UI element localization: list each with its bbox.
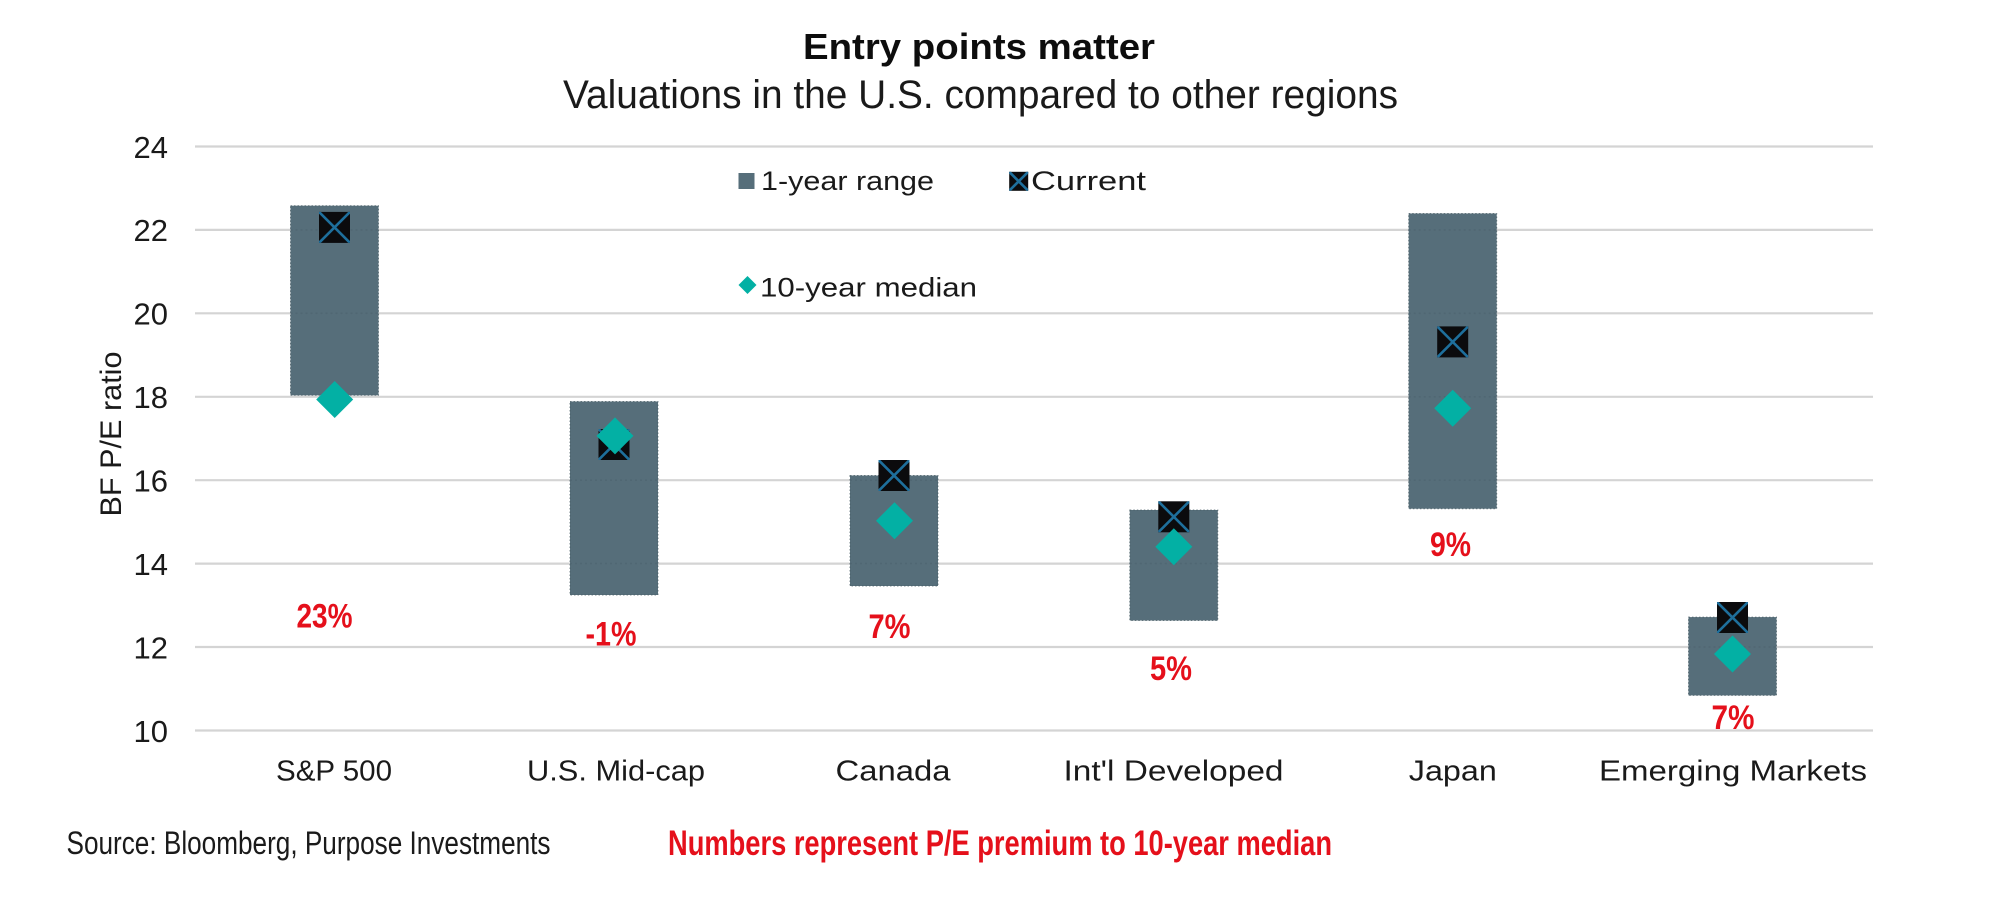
svg-text:BF P/E ratio: BF P/E ratio — [95, 352, 128, 517]
svg-text:S&P 500: S&P 500 — [276, 756, 392, 788]
svg-text:Emerging Markets: Emerging Markets — [1599, 756, 1867, 788]
svg-text:22: 22 — [134, 213, 168, 248]
svg-text:9%: 9% — [1430, 526, 1471, 564]
svg-text:Valuations in the U.S. compare: Valuations in the U.S. compared to other… — [563, 73, 1398, 117]
svg-text:Source: Bloomberg, Purpose Inv: Source: Bloomberg, Purpose Investments — [67, 825, 551, 861]
svg-text:23%: 23% — [297, 598, 353, 636]
svg-text:20: 20 — [134, 297, 168, 332]
svg-text:16: 16 — [134, 464, 168, 499]
svg-text:1-year range: 1-year range — [761, 166, 934, 196]
svg-text:24: 24 — [134, 130, 168, 165]
svg-text:Current: Current — [1031, 166, 1147, 196]
svg-text:-1%: -1% — [586, 616, 637, 654]
svg-text:Canada: Canada — [836, 756, 952, 788]
svg-text:5%: 5% — [1150, 650, 1192, 688]
svg-text:Numbers represent P/E premium: Numbers represent P/E premium to 10-year… — [668, 824, 1332, 863]
svg-text:10: 10 — [134, 714, 168, 749]
svg-text:Japan: Japan — [1409, 756, 1497, 788]
svg-text:18: 18 — [134, 380, 168, 415]
svg-text:7%: 7% — [1712, 699, 1755, 737]
svg-text:Int'l Developed: Int'l Developed — [1064, 756, 1284, 788]
svg-text:U.S. Mid-cap: U.S. Mid-cap — [527, 756, 705, 788]
svg-text:7%: 7% — [869, 608, 911, 646]
svg-text:12: 12 — [134, 630, 168, 665]
svg-text:10-year median: 10-year median — [760, 272, 977, 302]
svg-text:14: 14 — [134, 547, 168, 582]
svg-text:Entry points matter: Entry points matter — [803, 26, 1155, 67]
